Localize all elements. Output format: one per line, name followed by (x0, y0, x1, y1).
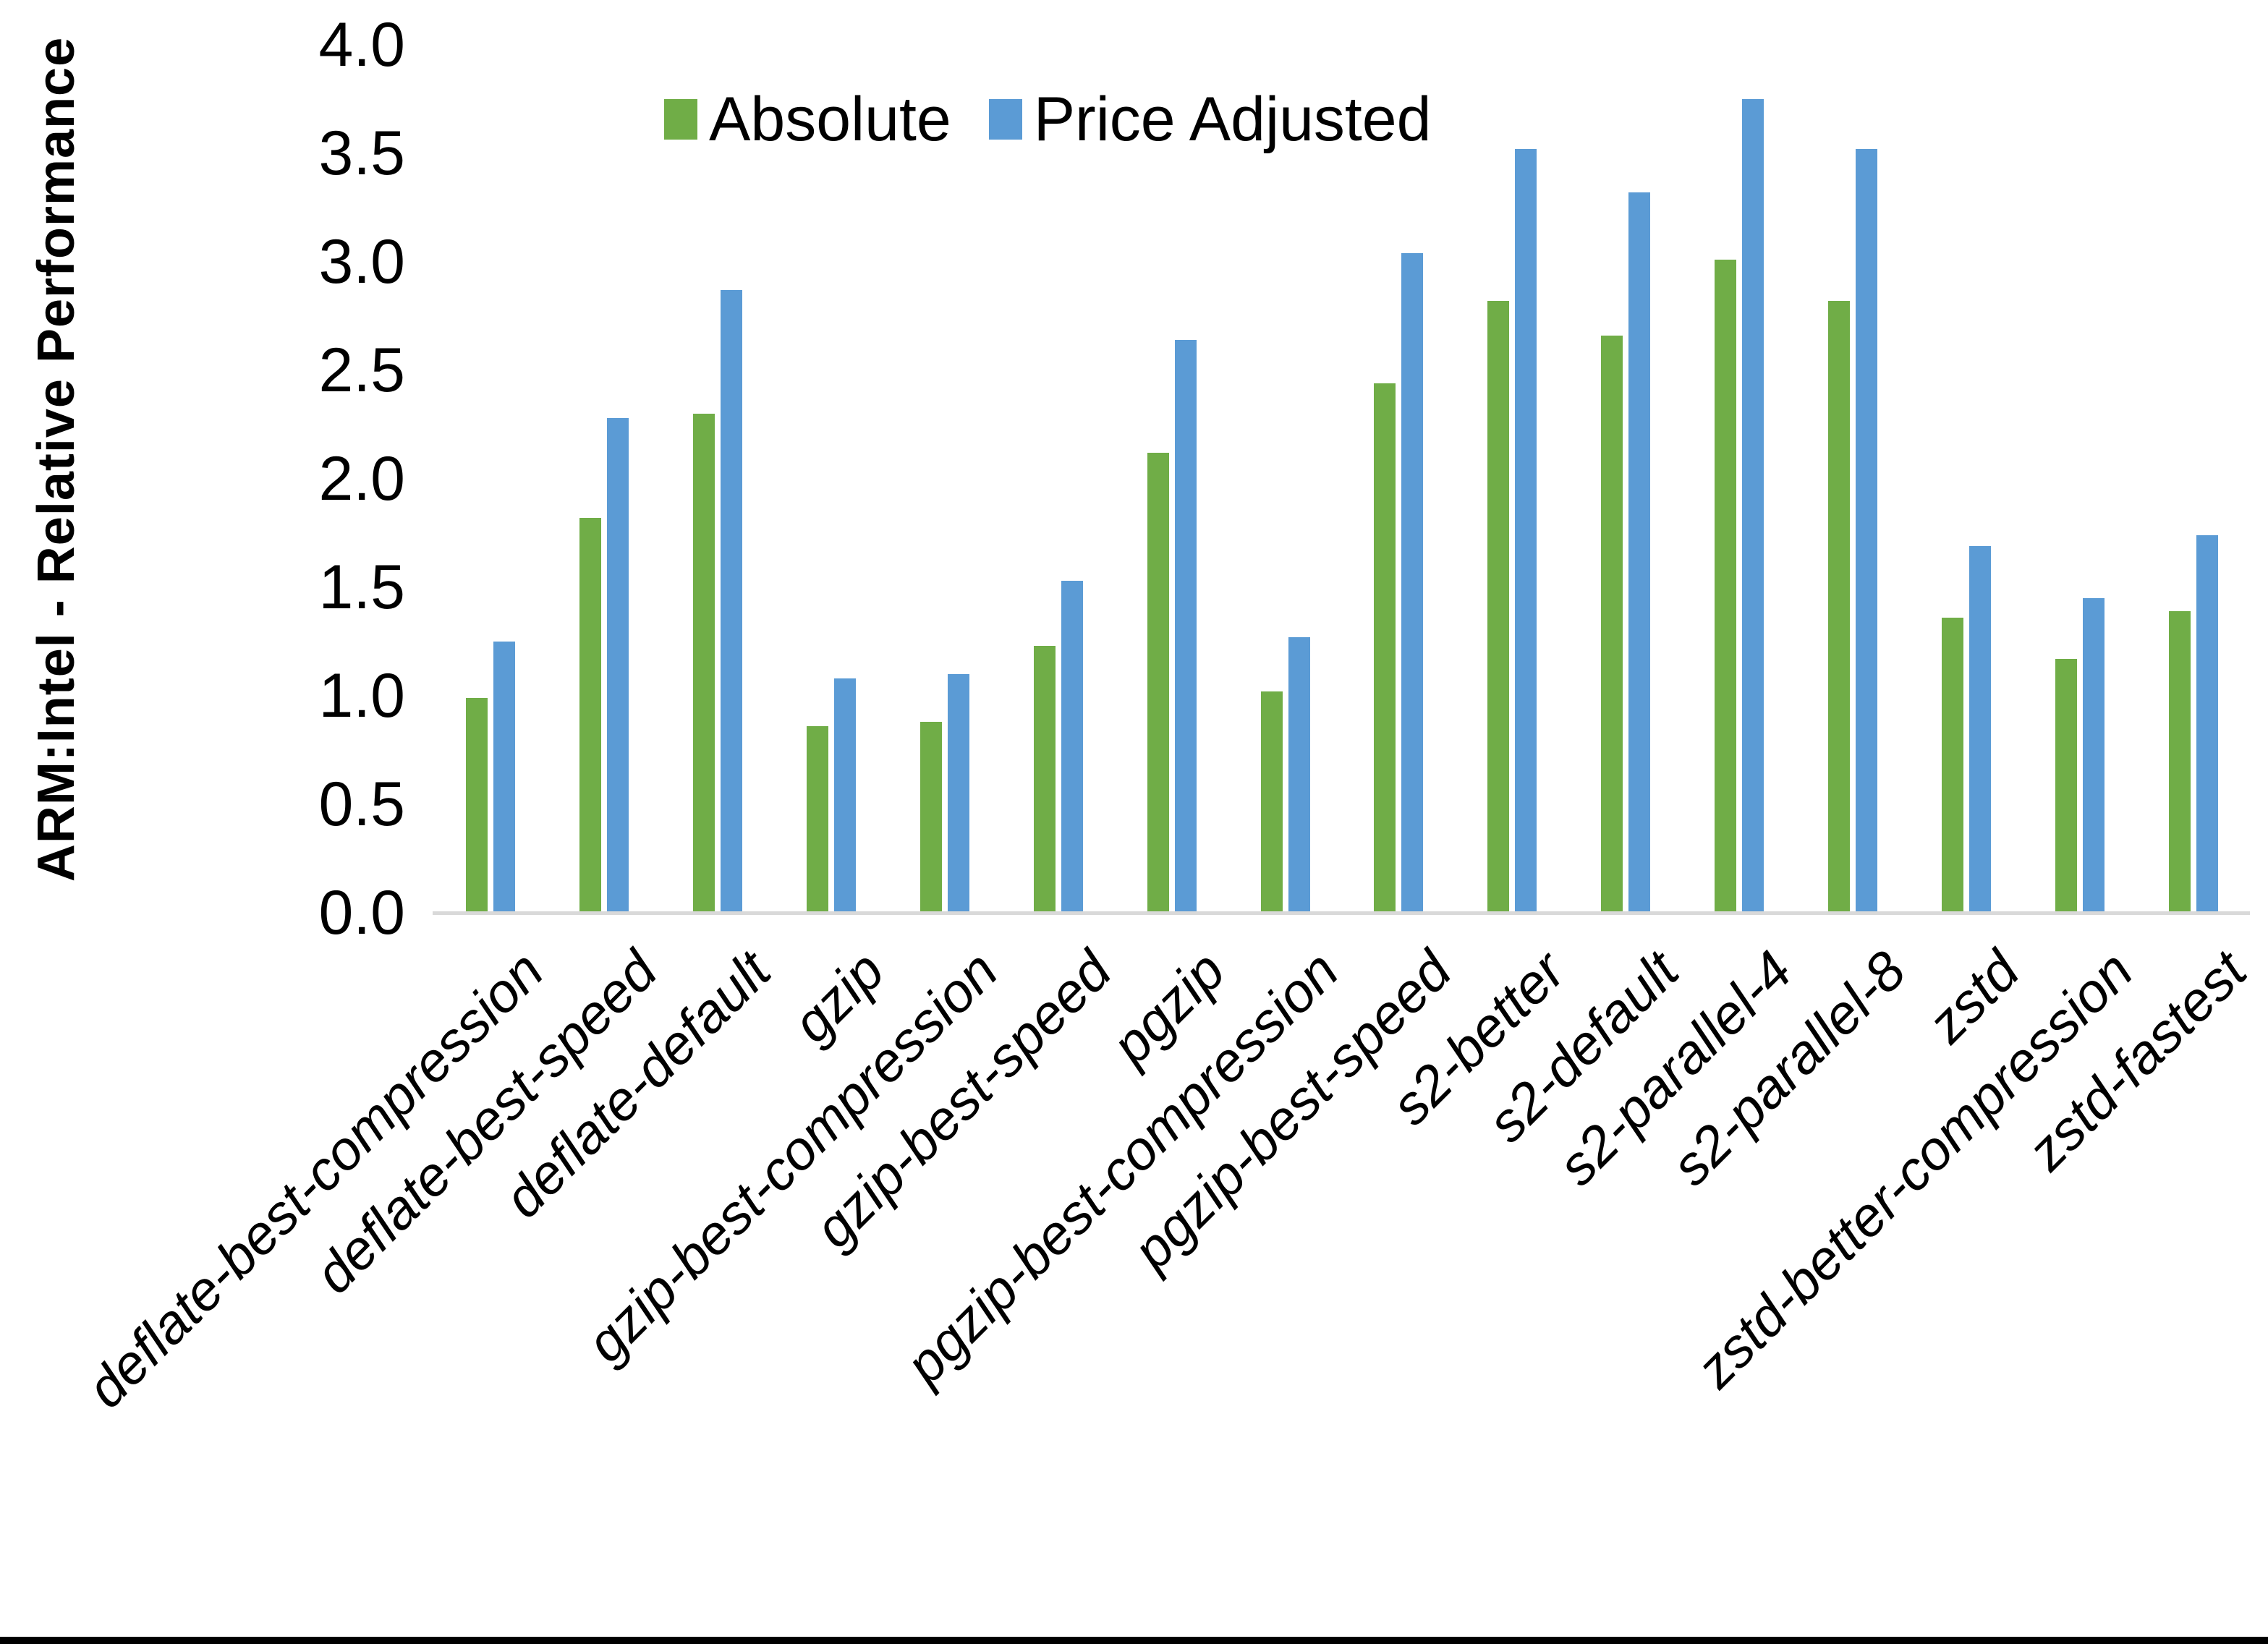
legend-label: Absolute (709, 85, 951, 154)
x-axis-line (433, 911, 2250, 915)
bar-absolute-gzip (807, 726, 829, 913)
bar-price-adjusted-s2-default (1628, 192, 1651, 913)
bar-absolute-pgzip-best-speed (1374, 383, 1396, 913)
bar-price-adjusted-deflate-default (721, 290, 743, 913)
y-tick-label-3.0: 3.0 (318, 227, 405, 297)
bar-price-adjusted-zstd-fastest (2196, 535, 2218, 913)
bar-price-adjusted-s2-parallel-4 (1742, 99, 1764, 913)
bar-absolute-deflate-best-speed (579, 518, 602, 913)
bar-price-adjusted-gzip-best-compression (947, 674, 969, 913)
bar-price-adjusted-pgzip (1174, 340, 1197, 913)
bar-absolute-zstd-better-compression (2055, 659, 2077, 913)
bar-absolute-zstd (1941, 618, 1963, 913)
y-tick-label-4.0: 4.0 (318, 10, 405, 80)
bar-absolute-pgzip (1147, 453, 1169, 913)
y-tick-label-0.0: 0.0 (318, 878, 405, 947)
bar-price-adjusted-zstd (1968, 546, 1991, 913)
y-axis-title: ARM:Intel - Relative Performance (27, 36, 85, 882)
y-tick-label-2.5: 2.5 (318, 336, 405, 405)
bar-price-adjusted-gzip (834, 678, 857, 913)
bar-price-adjusted-pgzip-best-speed (1401, 253, 1424, 913)
bar-absolute-deflate-default (693, 414, 715, 913)
bar-price-adjusted-s2-parallel-8 (1855, 149, 1877, 913)
bar-absolute-s2-default (1601, 336, 1623, 913)
bar-absolute-pgzip-best-compression (1260, 691, 1283, 913)
y-tick-label-3.5: 3.5 (318, 119, 405, 188)
bar-absolute-s2-parallel-8 (1827, 301, 1850, 913)
bar-absolute-zstd-fastest (2168, 611, 2191, 913)
bar-price-adjusted-s2-better (1515, 149, 1537, 913)
bar-absolute-s2-better (1487, 301, 1510, 913)
legend-swatch-absolute (664, 99, 697, 140)
legend-item-price-adjusted: Price Adjusted (988, 85, 1432, 154)
bar-price-adjusted-zstd-better-compression (2082, 598, 2105, 913)
legend-swatch-price-adjusted (988, 99, 1022, 140)
bar-price-adjusted-deflate-best-speed (607, 418, 629, 913)
legend-label: Price Adjusted (1033, 85, 1432, 154)
bottom-border (0, 1637, 2268, 1644)
y-tick-label-2.0: 2.0 (318, 444, 405, 514)
bar-absolute-deflate-best-compression (466, 698, 488, 913)
legend-item-absolute: Absolute (664, 88, 951, 150)
bar-absolute-s2-parallel-4 (1715, 260, 1737, 913)
bar-price-adjusted-pgzip-best-compression (1288, 637, 1310, 913)
chart-legend: Absolute Price Adjusted (664, 88, 1431, 150)
bar-absolute-gzip-best-compression (919, 722, 942, 913)
bar-price-adjusted-gzip-best-speed (1061, 581, 1083, 913)
bar-price-adjusted-deflate-best-compression (493, 642, 516, 913)
y-tick-label-1.0: 1.0 (318, 661, 405, 731)
y-tick-label-0.5: 0.5 (318, 770, 405, 839)
bar-absolute-gzip-best-speed (1033, 646, 1056, 913)
y-tick-label-1.5: 1.5 (318, 553, 405, 622)
